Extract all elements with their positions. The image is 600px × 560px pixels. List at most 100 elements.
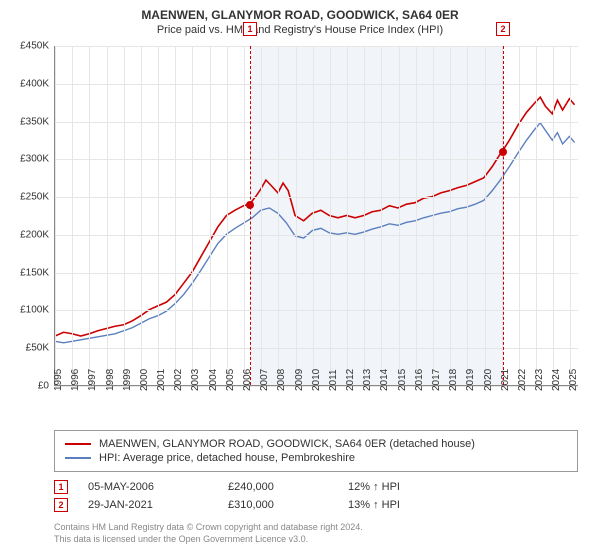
- gridline-h: [55, 159, 578, 160]
- x-tick-label: 2020: [483, 369, 494, 391]
- gridline-h: [55, 273, 578, 274]
- x-tick-label: 2022: [517, 369, 528, 391]
- gridline-v: [175, 46, 176, 385]
- x-tick-label: 2011: [328, 369, 339, 391]
- event-price: £240,000: [228, 481, 328, 493]
- gridline-h: [55, 84, 578, 85]
- x-tick-label: 2025: [568, 369, 579, 391]
- legend-label: HPI: Average price, detached house, Pemb…: [99, 452, 355, 464]
- gridline-v: [244, 46, 245, 385]
- legend-label: MAENWEN, GLANYMOR ROAD, GOODWICK, SA64 0…: [99, 438, 475, 450]
- gridline-v: [467, 46, 468, 385]
- series-line-price_paid: [55, 97, 575, 336]
- gridline-v: [416, 46, 417, 385]
- x-tick-label: 2004: [208, 369, 219, 391]
- gridline-v: [107, 46, 108, 385]
- x-tick-label: 1995: [53, 369, 64, 391]
- gridline-v: [158, 46, 159, 385]
- gridline-v: [536, 46, 537, 385]
- gridline-h: [55, 310, 578, 311]
- legend-swatch: [65, 457, 91, 459]
- gridline-v: [519, 46, 520, 385]
- gridline-h: [55, 235, 578, 236]
- gridline-v: [55, 46, 56, 385]
- y-tick-label: £100K: [20, 305, 49, 316]
- x-tick-label: 2018: [448, 369, 459, 391]
- footer-line: Contains HM Land Registry data © Crown c…: [54, 522, 578, 534]
- x-tick-label: 2007: [259, 369, 270, 391]
- legend-item: MAENWEN, GLANYMOR ROAD, GOODWICK, SA64 0…: [65, 437, 567, 451]
- x-tick-label: 2019: [465, 369, 476, 391]
- x-tick-label: 2003: [190, 369, 201, 391]
- gridline-h: [55, 197, 578, 198]
- legend-item: HPI: Average price, detached house, Pemb…: [65, 451, 567, 465]
- x-tick-label: 2001: [156, 369, 167, 391]
- gridline-v: [433, 46, 434, 385]
- x-tick-label: 2008: [276, 369, 287, 391]
- event-marker-dot: [246, 201, 254, 209]
- gridline-v: [485, 46, 486, 385]
- x-tick-label: 2013: [362, 369, 373, 391]
- event-row: 1 05-MAY-2006 £240,000 12% ↑ HPI: [54, 478, 578, 496]
- y-tick-label: £200K: [20, 229, 49, 240]
- x-tick-label: 2009: [294, 369, 305, 391]
- gridline-v: [570, 46, 571, 385]
- event-marker-box: 1: [243, 22, 257, 36]
- event-row: 2 29-JAN-2021 £310,000 13% ↑ HPI: [54, 496, 578, 514]
- plot-area: £0£50K£100K£150K£200K£250K£300K£350K£400…: [54, 46, 578, 386]
- gridline-v: [296, 46, 297, 385]
- event-table: 1 05-MAY-2006 £240,000 12% ↑ HPI 2 29-JA…: [54, 478, 578, 514]
- event-badge: 2: [54, 498, 68, 512]
- x-tick-label: 2002: [173, 369, 184, 391]
- chart-lines: [55, 46, 578, 385]
- gridline-v: [450, 46, 451, 385]
- gridline-v: [347, 46, 348, 385]
- x-tick-label: 1998: [105, 369, 116, 391]
- chart-title: MAENWEN, GLANYMOR ROAD, GOODWICK, SA64 0…: [0, 0, 600, 22]
- price-chart: MAENWEN, GLANYMOR ROAD, GOODWICK, SA64 0…: [0, 0, 600, 560]
- gridline-v: [553, 46, 554, 385]
- gridline-v: [399, 46, 400, 385]
- event-marker-dot: [499, 148, 507, 156]
- x-tick-label: 2000: [139, 369, 150, 391]
- gridline-v: [124, 46, 125, 385]
- x-tick-label: 2017: [431, 369, 442, 391]
- y-tick-label: £450K: [20, 41, 49, 52]
- gridline-h: [55, 348, 578, 349]
- legend-swatch: [65, 443, 91, 445]
- y-tick-label: £350K: [20, 116, 49, 127]
- x-tick-label: 2023: [534, 369, 545, 391]
- gridline-v: [72, 46, 73, 385]
- y-tick-label: £150K: [20, 267, 49, 278]
- x-tick-label: 1999: [122, 369, 133, 391]
- event-price: £310,000: [228, 499, 328, 511]
- x-tick-label: 2012: [345, 369, 356, 391]
- x-tick-label: 2014: [379, 369, 390, 391]
- gridline-v: [278, 46, 279, 385]
- x-tick-label: 1997: [87, 369, 98, 391]
- event-delta: 13% ↑ HPI: [348, 499, 448, 511]
- y-tick-label: £0: [38, 381, 49, 392]
- x-tick-label: 2024: [551, 369, 562, 391]
- gridline-v: [210, 46, 211, 385]
- event-vline: [503, 46, 504, 385]
- gridline-h: [55, 122, 578, 123]
- x-tick-label: 1996: [70, 369, 81, 391]
- gridline-v: [261, 46, 262, 385]
- x-tick-label: 2010: [311, 369, 322, 391]
- gridline-v: [364, 46, 365, 385]
- event-vline: [250, 46, 251, 385]
- footer-attribution: Contains HM Land Registry data © Crown c…: [54, 522, 578, 545]
- y-tick-label: £250K: [20, 192, 49, 203]
- gridline-v: [89, 46, 90, 385]
- x-tick-label: 2021: [500, 369, 511, 391]
- x-tick-label: 2006: [242, 369, 253, 391]
- gridline-v: [313, 46, 314, 385]
- y-tick-label: £400K: [20, 78, 49, 89]
- gridline-v: [141, 46, 142, 385]
- event-marker-box: 2: [496, 22, 510, 36]
- x-tick-label: 2015: [397, 369, 408, 391]
- gridline-v: [381, 46, 382, 385]
- event-delta: 12% ↑ HPI: [348, 481, 448, 493]
- x-tick-label: 2005: [225, 369, 236, 391]
